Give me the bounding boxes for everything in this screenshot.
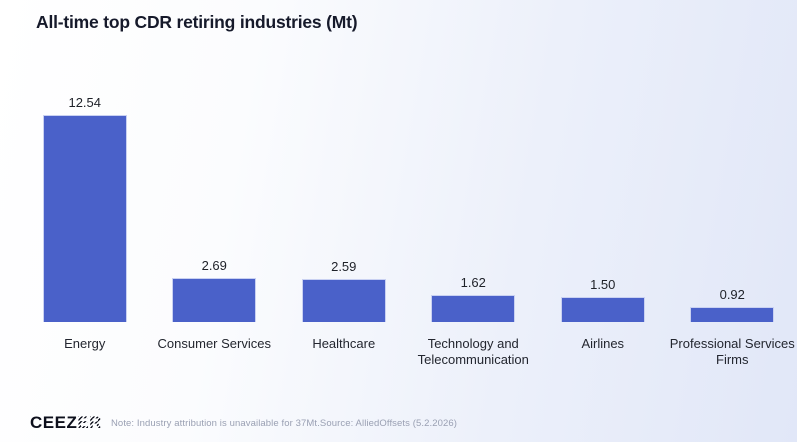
bar-column: 0.92 Professional Services Firms: [668, 80, 797, 368]
category-label: Technology and Telecommunication: [417, 336, 529, 367]
bar: [431, 295, 516, 322]
bar: [560, 297, 645, 322]
bar-value-label: 2.59: [331, 259, 357, 275]
category-label: Healthcare: [312, 336, 376, 351]
bar-column: 1.50 Airlines: [538, 80, 668, 368]
footer-note: Note: Industry attribution is unavailabl…: [110, 417, 458, 429]
ceezer-logo: CEEZER: [30, 413, 102, 433]
bar-column: 12.54 Energy: [20, 80, 150, 368]
bar-value-label: 1.50: [590, 277, 616, 293]
bar-value-label: 0.92: [719, 286, 745, 302]
category-label: Energy: [64, 336, 106, 351]
bar-value-label: 2.69: [201, 257, 227, 273]
bar-plot-area: 0.92: [690, 80, 775, 322]
page-title: All-time top CDR retiring industries (Mt…: [36, 12, 358, 32]
bar-value-label: 12.54: [68, 95, 102, 111]
bar-column: 1.62 Technology and Telecommunication: [409, 80, 539, 368]
category-label: Airlines: [581, 336, 625, 351]
bar-chart: 12.54 Energy 2.69 Consumer Services 2.59 Heal…: [20, 80, 797, 368]
ceezer-logo-solid: CEEZ: [30, 413, 78, 432]
bar: [42, 115, 127, 322]
bar-value-label: 1.62: [460, 275, 486, 291]
bar-column: 2.59 Healthcare: [279, 80, 409, 368]
bar-plot-area: 12.54: [42, 80, 127, 322]
bar-column: 2.69 Consumer Services: [150, 80, 280, 368]
chart-footer: CEEZER Note: Industry attribution is una…: [30, 413, 457, 433]
ceezer-logo-hatched: ER: [77, 413, 102, 432]
bar: [690, 306, 775, 322]
bar-plot-area: 2.69: [172, 80, 257, 322]
bar: [301, 279, 386, 322]
bar: [172, 277, 257, 322]
category-label: Professional Services Firms: [669, 336, 795, 367]
category-label: Consumer Services: [157, 336, 271, 351]
bar-plot-area: 1.50: [560, 80, 645, 322]
bar-plot-area: 1.62: [431, 80, 516, 322]
bar-plot-area: 2.59: [301, 80, 386, 322]
